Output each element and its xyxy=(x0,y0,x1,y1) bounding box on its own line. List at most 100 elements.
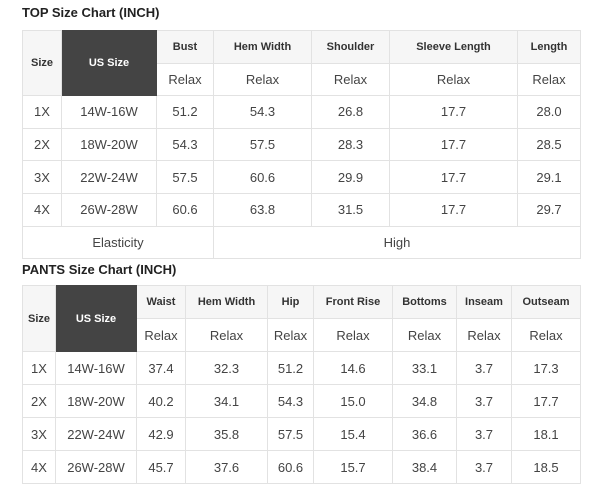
measurement-cell: 51.2 xyxy=(267,351,314,385)
measurement-cell: 63.8 xyxy=(213,192,312,227)
measurement-cell: 26.8 xyxy=(311,95,390,129)
size-cell: 1X xyxy=(22,95,62,129)
measurement-cell: 37.4 xyxy=(136,351,186,385)
measurement-cell: 14.6 xyxy=(313,351,393,385)
measurement-cell: 54.3 xyxy=(156,127,214,162)
fit-label: Relax xyxy=(392,318,457,352)
fit-label: Relax xyxy=(389,62,518,97)
measurement-cell: 3.7 xyxy=(456,384,512,418)
pants-size-table: Size US Size Waist Hem Width Hip Front Rise Bo… xyxy=(22,285,581,484)
measurement-cell: 60.6 xyxy=(267,450,314,484)
table-row: 1X 14W-16W 37.4 32.3 51.2 14.6 33.1 3.7 17.3 xyxy=(22,351,581,385)
header-row: Size US Size Waist Hem Width Hip Front Rise Bo… xyxy=(22,285,581,352)
column-header: Bust xyxy=(156,30,214,64)
size-header: Size xyxy=(22,29,62,97)
table-row: 2X 18W-20W 40.2 34.1 54.3 15.0 34.8 3.7 17.7 xyxy=(22,384,581,418)
size-header: Size xyxy=(22,285,56,352)
measurement-cell: 18.5 xyxy=(511,450,581,484)
measurement-cell: 51.2 xyxy=(156,95,214,129)
table-row: 1X 14W-16W 51.2 54.3 26.8 17.7 28.0 xyxy=(22,95,581,129)
column-header: Sleeve Length xyxy=(389,30,518,64)
measurement-cell: 17.7 xyxy=(511,384,581,418)
measurement-cell: 28.0 xyxy=(517,95,581,129)
column-header: Length xyxy=(517,30,581,64)
size-cell: 2X xyxy=(22,127,62,162)
measurement-cell: 60.6 xyxy=(156,192,214,227)
us-size-cell: 18W-20W xyxy=(61,127,157,162)
measurement-cell: 45.7 xyxy=(136,450,186,484)
table-row: 4X 26W-28W 60.6 63.8 31.5 17.7 29.7 xyxy=(22,192,581,227)
measurement-cell: 35.8 xyxy=(185,417,268,451)
measurement-cell: 29.9 xyxy=(311,160,390,194)
measurement-cell: 29.1 xyxy=(517,160,581,194)
size-cell: 2X xyxy=(22,384,56,418)
header-row: Size US Size Bust Hem Width Shoulder Sleeve L… xyxy=(22,29,581,97)
column-header: Hip xyxy=(267,285,314,319)
column-header: Shoulder xyxy=(311,30,390,64)
us-size-cell: 18W-20W xyxy=(55,384,137,418)
measurement-cell: 3.7 xyxy=(456,450,512,484)
size-cell: 4X xyxy=(22,192,62,227)
fit-label: Relax xyxy=(456,318,512,352)
us-size-cell: 22W-24W xyxy=(55,417,137,451)
us-size-cell: 26W-28W xyxy=(55,450,137,484)
measurement-cell: 37.6 xyxy=(185,450,268,484)
measurement-cell: 17.7 xyxy=(389,95,518,129)
measurement-cell: 34.1 xyxy=(185,384,268,418)
measurement-cell: 15.0 xyxy=(313,384,393,418)
us-size-cell: 22W-24W xyxy=(61,160,157,194)
measurement-cell: 57.5 xyxy=(213,127,312,162)
measurement-cell: 3.7 xyxy=(456,417,512,451)
elasticity-row: Elasticity High xyxy=(22,225,581,260)
us-size-cell: 14W-16W xyxy=(61,95,157,129)
table-row: 3X 22W-24W 42.9 35.8 57.5 15.4 36.6 3.7 18.1 xyxy=(22,417,581,451)
fit-label: Relax xyxy=(517,62,581,97)
measurement-cell: 28.5 xyxy=(517,127,581,162)
us-size-cell: 26W-28W xyxy=(61,192,157,227)
top-size-table: Size US Size Bust Hem Width Shoulder Sleeve L… xyxy=(22,29,581,260)
measurement-cell: 54.3 xyxy=(267,384,314,418)
measurement-cell: 60.6 xyxy=(213,160,312,194)
measurement-cell: 40.2 xyxy=(136,384,186,418)
measurement-cell: 28.3 xyxy=(311,127,390,162)
size-cell: 3X xyxy=(22,160,62,194)
fit-row: Relax Relax Relax Relax Relax xyxy=(23,62,581,97)
measurement-cell: 17.3 xyxy=(511,351,581,385)
column-header: Front Rise xyxy=(313,285,393,319)
measurement-cell: 34.8 xyxy=(392,384,457,418)
measurement-cell: 57.5 xyxy=(267,417,314,451)
column-header: Hem Width xyxy=(185,285,268,319)
measurement-cell: 17.7 xyxy=(389,160,518,194)
measurement-cell: 31.5 xyxy=(311,192,390,227)
measurement-cell: 17.7 xyxy=(389,192,518,227)
fit-label: Relax xyxy=(185,318,268,352)
column-header: Inseam xyxy=(456,285,512,319)
fit-row: Relax Relax Relax Relax Relax Relax Relax xyxy=(23,318,581,352)
measurement-cell: 29.7 xyxy=(517,192,581,227)
measurement-cell: 17.7 xyxy=(389,127,518,162)
table-row: 3X 22W-24W 57.5 60.6 29.9 17.7 29.1 xyxy=(22,160,581,194)
size-cell: 1X xyxy=(22,351,56,385)
measurement-cell: 38.4 xyxy=(392,450,457,484)
measurement-cell: 36.6 xyxy=(392,417,457,451)
measurement-cell: 15.4 xyxy=(313,417,393,451)
table-row: 4X 26W-28W 45.7 37.6 60.6 15.7 38.4 3.7 18.5 xyxy=(22,450,581,484)
measurement-cell: 32.3 xyxy=(185,351,268,385)
fit-label: Relax xyxy=(313,318,393,352)
us-size-cell: 14W-16W xyxy=(55,351,137,385)
column-header: Waist xyxy=(136,285,186,319)
table-row: 2X 18W-20W 54.3 57.5 28.3 17.7 28.5 xyxy=(22,127,581,162)
measurement-cell: 3.7 xyxy=(456,351,512,385)
column-header: Bottoms xyxy=(392,285,457,319)
size-cell: 3X xyxy=(22,417,56,451)
pants-chart-title: PANTS Size Chart (INCH) xyxy=(22,262,177,277)
fit-label: Relax xyxy=(156,62,214,97)
us-size-header: US Size xyxy=(55,285,137,352)
fit-label: Relax xyxy=(511,318,581,352)
column-header: Outseam xyxy=(511,285,581,319)
measurement-cell: 33.1 xyxy=(392,351,457,385)
measurement-cell: 57.5 xyxy=(156,160,214,194)
elasticity-label: Elasticity xyxy=(22,225,214,260)
fit-label: Relax xyxy=(213,62,312,97)
fit-label: Relax xyxy=(311,62,390,97)
